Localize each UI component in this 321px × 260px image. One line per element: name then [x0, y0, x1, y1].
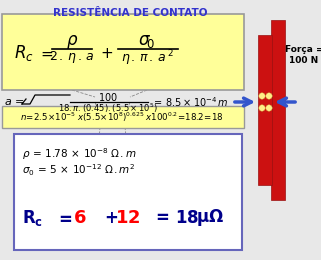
- Text: $\mathbf{12}$: $\mathbf{12}$: [115, 209, 141, 227]
- Text: $18.\pi.(0.45).(5.5\times10^5)$: $18.\pi.(0.45).(5.5\times10^5)$: [58, 101, 158, 115]
- Text: RESISTÊNCIA DE CONTATO: RESISTÊNCIA DE CONTATO: [53, 8, 207, 18]
- Text: $\mathbf{=\,18}$: $\mathbf{=\,18}$: [152, 209, 199, 227]
- Text: $\sigma_{\!0}$: $\sigma_{\!0}$: [138, 32, 156, 50]
- Bar: [14, 134, 242, 250]
- Text: $\mathbf{6}$: $\mathbf{6}$: [73, 209, 87, 227]
- Bar: [2, 106, 244, 128]
- Text: $\rho$: $\rho$: [66, 33, 78, 51]
- Text: $2\,.\,\eta\,.\,a$: $2\,.\,\eta\,.\,a$: [49, 49, 95, 65]
- Circle shape: [259, 93, 265, 99]
- Circle shape: [266, 93, 272, 99]
- Bar: [271, 20, 285, 200]
- Bar: [258, 35, 272, 185]
- Text: $\eta\,.\,\pi\,.\,a^{\,2}$: $\eta\,.\,\pi\,.\,a^{\,2}$: [121, 48, 173, 68]
- Text: $=\,8.5\times10^{-4}\,m$: $=\,8.5\times10^{-4}\,m$: [152, 95, 228, 109]
- Text: $=$: $=$: [38, 46, 54, 61]
- Text: $+$: $+$: [100, 46, 113, 61]
- Text: $\mathbf{=}$: $\mathbf{=}$: [55, 209, 72, 227]
- Text: $\rho\,=\,1.78\,\times\,10^{-8}\;\Omega\,.m$: $\rho\,=\,1.78\,\times\,10^{-8}\;\Omega\…: [22, 146, 137, 162]
- Circle shape: [266, 105, 272, 111]
- Text: $R_c$: $R_c$: [14, 43, 34, 63]
- Text: $n\!=\!2.5\!\times\!10^{-5}$$\;x(5.5\!\times\!10^8)^{0.625}$$\;x100^{0.2}\!=\!18: $n\!=\!2.5\!\times\!10^{-5}$$\;x(5.5\!\t…: [20, 110, 224, 124]
- Text: $\mathbf{+}$: $\mathbf{+}$: [104, 209, 118, 227]
- Text: $a\,=$: $a\,=$: [4, 97, 25, 107]
- Text: $100$: $100$: [98, 91, 118, 103]
- Text: $\mathbf{\mu\Omega}$: $\mathbf{\mu\Omega}$: [196, 207, 224, 229]
- Text: $\sigma_0\,=\,5\,\times\,10^{-12}\;\Omega\,.m^2$: $\sigma_0\,=\,5\,\times\,10^{-12}\;\Omeg…: [22, 162, 135, 178]
- Text: Força =
100 N: Força = 100 N: [285, 45, 321, 66]
- Bar: [2, 14, 244, 90]
- Text: $\mathbf{R_c}$: $\mathbf{R_c}$: [22, 208, 43, 228]
- Circle shape: [259, 105, 265, 111]
